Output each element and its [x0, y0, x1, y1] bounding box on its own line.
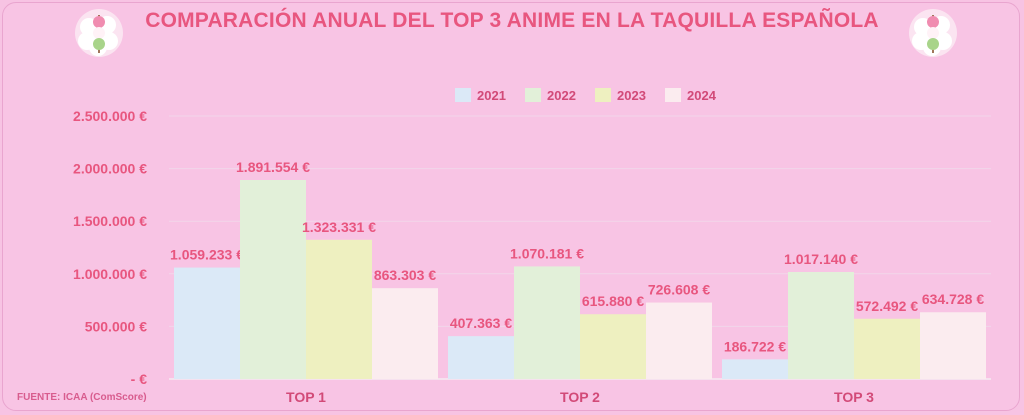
bar [920, 312, 986, 379]
data-label: 1.070.181 € [510, 245, 584, 261]
bar [306, 239, 372, 379]
data-label: 615.880 € [582, 293, 644, 309]
dango-flower-icon [909, 9, 957, 57]
x-tick-label: TOP 2 [560, 389, 600, 405]
y-tick-label: 1.500.000 € [73, 213, 147, 229]
data-label: 1.891.554 € [236, 159, 310, 175]
bar [854, 318, 920, 379]
bar [372, 288, 438, 379]
bar [580, 314, 646, 379]
y-tick-label: 500.000 € [85, 318, 147, 334]
legend-label: 2022 [547, 88, 576, 103]
data-label: 186.722 € [724, 338, 786, 354]
y-tick-label: 2.000.000 € [73, 161, 147, 177]
bar [174, 267, 240, 379]
data-label: 407.363 € [450, 315, 512, 331]
bar [514, 266, 580, 379]
data-label: 1.017.140 € [784, 251, 858, 267]
source-note: FUENTE: ICAA (ComScore) [17, 392, 147, 403]
bar [240, 180, 306, 379]
legend-swatch [595, 88, 611, 102]
bar [722, 359, 788, 379]
bar [788, 271, 854, 379]
bar [646, 302, 712, 379]
dango-flower-icon [75, 9, 123, 57]
legend-swatch [455, 88, 471, 102]
legend-label: 2021 [477, 88, 506, 103]
y-tick-label: 2.500.000 € [73, 108, 147, 124]
data-label: 863.303 € [374, 267, 436, 283]
bar-chart: - € 500.000 € 1.000.000 € 1.500.000 € 2.000.… [73, 88, 991, 405]
data-label: 726.608 € [648, 282, 710, 298]
data-label: 1.059.233 € [170, 247, 244, 263]
legend-swatch [665, 88, 681, 102]
y-tick-label: 1.000.000 € [73, 266, 147, 282]
legend-label: 2023 [617, 88, 646, 103]
y-tick-label: - € [131, 371, 148, 387]
bar [448, 336, 514, 379]
chart-frame: COMPARACIÓN ANUAL DEL TOP 3 ANIME EN LA … [2, 2, 1020, 411]
data-label: 572.492 € [856, 298, 918, 314]
legend-label: 2024 [687, 88, 717, 103]
legend-swatch [525, 88, 541, 102]
page-title: COMPARACIÓN ANUAL DEL TOP 3 ANIME EN LA … [145, 9, 879, 32]
x-tick-label: TOP 1 [286, 389, 326, 405]
data-label: 1.323.331 € [302, 219, 376, 235]
x-tick-label: TOP 3 [834, 389, 874, 405]
data-label: 634.728 € [922, 291, 984, 307]
